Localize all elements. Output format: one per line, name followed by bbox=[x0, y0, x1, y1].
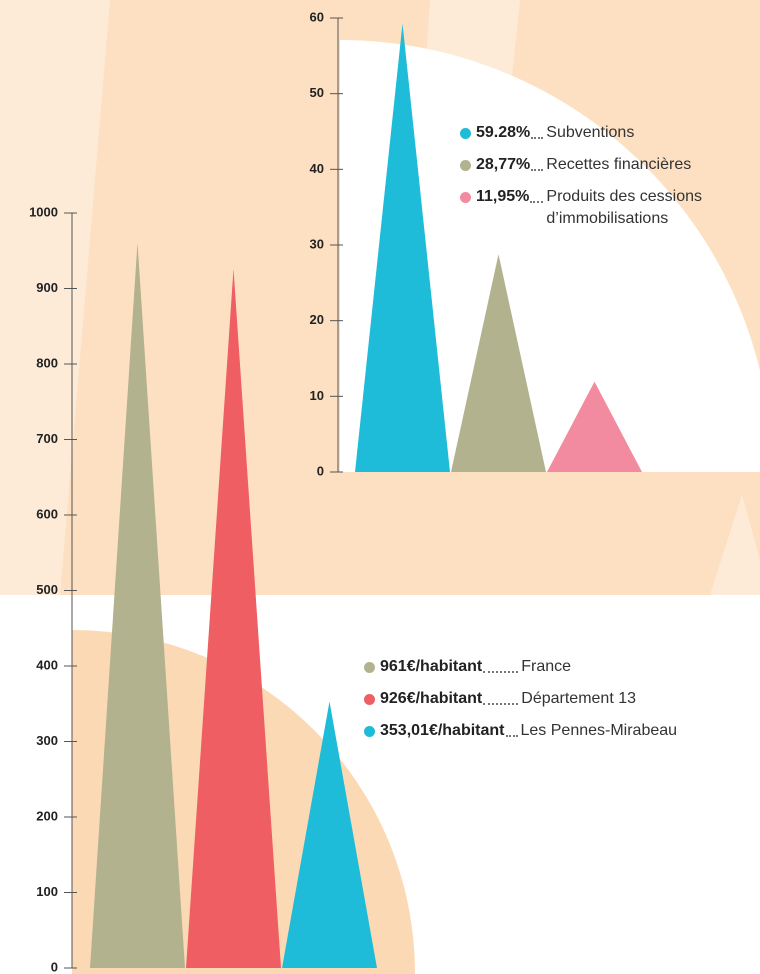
value-label: 11,95% bbox=[476, 188, 530, 205]
leader bbox=[531, 154, 544, 171]
leader bbox=[505, 720, 518, 737]
leader bbox=[483, 688, 519, 705]
triangle-bar bbox=[355, 23, 450, 473]
legend-entry: 926€/habitant Département 13 bbox=[364, 688, 754, 710]
value-label: 961€/habitant bbox=[380, 658, 483, 675]
legend: 961€/habitant France 926€/habitant Départem… bbox=[364, 656, 754, 752]
legend-entry: 11,95% Produits des cessions d’immobilisa… bbox=[460, 186, 755, 230]
y-tick-label: 10 bbox=[310, 388, 324, 403]
triangle-bar bbox=[90, 242, 185, 968]
value-label: 59.28% bbox=[476, 124, 531, 141]
triangle-bar bbox=[547, 381, 642, 472]
y-tick-label: 600 bbox=[36, 506, 58, 521]
y-tick-label: 60 bbox=[310, 9, 324, 24]
triangle-bar bbox=[451, 254, 546, 472]
y-tick-label: 1000 bbox=[29, 204, 58, 219]
legend-dot bbox=[460, 128, 471, 139]
y-tick-label: 40 bbox=[310, 161, 324, 176]
value-label: 353,01€/habitant bbox=[380, 722, 505, 739]
y-tick-label: 700 bbox=[36, 431, 58, 446]
bg-streak bbox=[0, 0, 110, 595]
legend-entry: 353,01€/habitant Les Pennes-Mirabeau bbox=[364, 720, 754, 742]
legend-dot bbox=[364, 694, 375, 705]
y-tick-label: 300 bbox=[36, 733, 58, 748]
legend-entry: 59.28% Subventions bbox=[460, 122, 755, 144]
legend-dot bbox=[364, 662, 375, 673]
bg-arc bbox=[340, 40, 760, 472]
triangle-bar bbox=[186, 268, 281, 968]
y-tick-label: 800 bbox=[36, 355, 58, 370]
y-tick-label: 0 bbox=[317, 463, 324, 478]
leader bbox=[531, 122, 544, 139]
y-tick-label: 200 bbox=[36, 808, 58, 823]
y-tick-label: 100 bbox=[36, 884, 58, 899]
y-tick-label: 20 bbox=[310, 312, 324, 327]
y-tick-label: 900 bbox=[36, 280, 58, 295]
legend-label: France bbox=[521, 658, 572, 675]
y-tick-label: 30 bbox=[310, 236, 324, 251]
y-tick-label: 50 bbox=[310, 85, 324, 100]
value-label: 28,77% bbox=[476, 156, 531, 173]
value-label: 926€/habitant bbox=[380, 690, 483, 707]
legend-label: Produits des cessions d’immobilisations bbox=[546, 188, 703, 227]
legend-dot bbox=[364, 726, 375, 737]
y-tick-label: 500 bbox=[36, 582, 58, 597]
leader bbox=[483, 656, 519, 673]
legend: 59.28% Subventions 28,77% Recettes financiè… bbox=[460, 122, 755, 240]
legend-label: Les Pennes-Mirabeau bbox=[520, 722, 678, 739]
y-tick-label: 400 bbox=[36, 657, 58, 672]
legend-label: Recettes financières bbox=[546, 156, 692, 173]
leader bbox=[530, 186, 544, 203]
plots: 0102030405060010020030040050060070080090… bbox=[29, 9, 642, 974]
y-tick-label: 0 bbox=[51, 959, 58, 974]
triangle-bar bbox=[282, 701, 377, 968]
bg-streak bbox=[710, 495, 760, 595]
legend-entry: 28,77% Recettes financières bbox=[460, 154, 755, 176]
legend-dot bbox=[460, 160, 471, 171]
legend-dot bbox=[460, 192, 471, 203]
legend-label: Subventions bbox=[546, 124, 635, 141]
legend-label: Département 13 bbox=[521, 690, 636, 707]
legend-entry: 961€/habitant France bbox=[364, 656, 754, 678]
